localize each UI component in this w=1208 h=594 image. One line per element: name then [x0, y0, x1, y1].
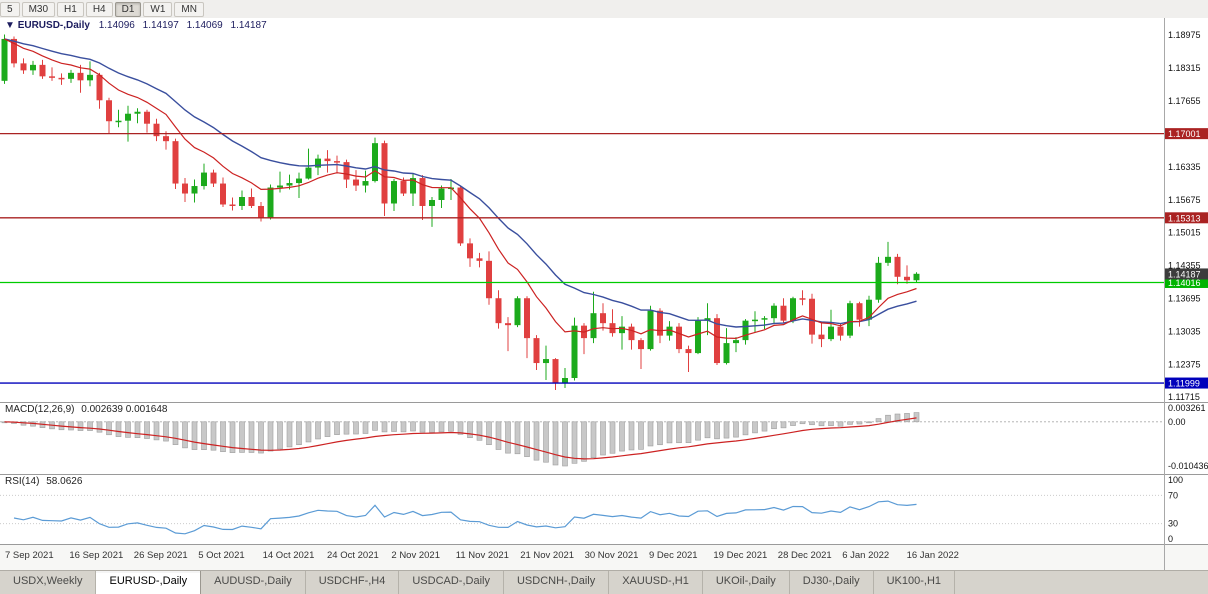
chart-tab-eurusd-daily[interactable]: EURUSD-,Daily	[96, 571, 202, 594]
svg-text:1.15313: 1.15313	[1168, 213, 1201, 223]
macd-values: 0.002639 0.001648	[81, 404, 168, 415]
chart-tabs: USDX,Weekly EURUSD-,Daily AUDUSD-,Daily USD…	[0, 570, 1208, 594]
chart-info-label: ▼ EURUSD-,Daily 1.14096 1.14197 1.14069 …	[5, 20, 272, 31]
timeframe-button-mn[interactable]: MN	[174, 1, 204, 17]
date-label: 30 Nov 2021	[584, 550, 639, 561]
date-label: 19 Dec 2021	[713, 550, 768, 561]
date-label: 5 Oct 2021	[198, 550, 245, 561]
chart-tab-xauusd-h1[interactable]: XAUUSD-,H1	[609, 571, 703, 594]
svg-text:1.14187: 1.14187	[1168, 269, 1201, 279]
svg-text:1.18975: 1.18975	[1168, 30, 1201, 40]
macd-scale: 0.003261 0.00 -0.010436	[1168, 403, 1208, 471]
chart-tab-usdcad-daily[interactable]: USDCAD-,Daily	[399, 571, 504, 594]
date-label: 21 Nov 2021	[520, 550, 575, 561]
svg-text:1.11715: 1.11715	[1168, 392, 1200, 402]
svg-text:1.16335: 1.16335	[1168, 162, 1201, 172]
svg-text:1.14355: 1.14355	[1168, 261, 1201, 271]
date-label: 11 Nov 2021	[455, 550, 509, 561]
macd-chart[interactable]: 0.003261 0.00 -0.010436	[0, 402, 1208, 474]
candlestick-chart[interactable]: 1.18975 1.18315 1.17655 1.16335 1.15675 1.150…	[0, 18, 1208, 402]
symbol-dropdown-icon[interactable]: ▼	[5, 20, 15, 31]
date-axis: 7 Sep 2021 16 Sep 2021 26 Sep 2021 5 Oct 20…	[0, 545, 1208, 570]
rsi-indicator-panel[interactable]: 100 70 30 0 RSI(14) 58.0626	[0, 474, 1208, 545]
rsi-label: RSI(14)	[5, 476, 40, 487]
ohlc-close: 1.14187	[230, 20, 267, 31]
svg-text:1.17655: 1.17655	[1168, 96, 1201, 106]
svg-text:70: 70	[1168, 490, 1178, 500]
chart-tab-usdx-weekly[interactable]: USDX,Weekly	[0, 571, 97, 594]
timeframe-button-d1[interactable]: D1	[114, 1, 142, 17]
ohlc-open: 1.14096	[98, 20, 135, 31]
date-label: 7 Sep 2021	[5, 550, 54, 561]
chart-tab-usdchf-h4[interactable]: USDCHF-,H4	[306, 571, 400, 594]
rsi-chart[interactable]: 100 70 30 0	[0, 474, 1208, 545]
moving-averages	[4, 38, 917, 340]
date-label: 14 Oct 2021	[262, 550, 315, 561]
chart-tab-dj30-daily[interactable]: DJ30-,Daily	[790, 571, 874, 594]
chart-tab-usdcnh-daily[interactable]: USDCNH-,Daily	[504, 571, 610, 594]
svg-text:30: 30	[1168, 519, 1178, 529]
timeframe-button-w1[interactable]: W1	[143, 1, 173, 17]
svg-text:0.003261: 0.003261	[1168, 403, 1206, 413]
rsi-scale: 100 70 30 0	[1168, 475, 1183, 544]
macd-label: MACD(12,26,9)	[5, 404, 75, 415]
svg-text:1.12375: 1.12375	[1168, 359, 1201, 369]
timeframe-button-h1[interactable]: H1	[57, 1, 84, 17]
macd-indicator-panel[interactable]: 0.003261 0.00 -0.010436 MACD(12,26,9) 0.00…	[0, 402, 1208, 474]
svg-text:1.14016: 1.14016	[1168, 278, 1201, 288]
svg-text:0.00: 0.00	[1168, 417, 1186, 427]
rsi-value: 58.0626	[46, 476, 83, 487]
date-label: 16 Sep 2021	[69, 550, 124, 561]
date-label: 28 Dec 2021	[777, 550, 832, 561]
macd-histogram	[1, 412, 920, 467]
price-scale: 1.18975 1.18315 1.17655 1.16335 1.15675 1.150…	[1165, 30, 1208, 402]
macd-signal-line	[4, 417, 917, 460]
chart-tab-uk100-h1[interactable]: UK100-,H1	[874, 571, 956, 594]
price-chart-panel[interactable]: 1.18975 1.18315 1.17655 1.16335 1.15675 1.150…	[0, 18, 1208, 402]
svg-text:1.18315: 1.18315	[1168, 63, 1201, 73]
rsi-line	[13, 500, 917, 535]
date-label: 26 Sep 2021	[133, 550, 188, 561]
horizontal-lines[interactable]	[0, 132, 1164, 384]
date-label: 16 Jan 2022	[906, 550, 959, 561]
svg-text:1.13035: 1.13035	[1168, 326, 1201, 336]
svg-text:1.15675: 1.15675	[1168, 195, 1201, 205]
rsi-info-label: RSI(14) 58.0626	[5, 476, 82, 487]
date-label: 2 Nov 2021	[391, 550, 440, 561]
svg-text:1.15015: 1.15015	[1168, 228, 1201, 238]
date-label: 24 Oct 2021	[327, 550, 379, 561]
svg-text:0: 0	[1168, 534, 1173, 544]
svg-text:-0.010436: -0.010436	[1168, 461, 1208, 471]
price-scale-separator	[1164, 18, 1165, 570]
chart-tab-ukoil-daily[interactable]: UKOil-,Daily	[703, 571, 790, 594]
timeframe-toolbar: 5 M30 H1 H4 D1 W1 MN	[0, 0, 1208, 19]
svg-text:1.13695: 1.13695	[1168, 293, 1201, 303]
date-label: 6 Jan 2022	[842, 550, 890, 561]
ohlc-low: 1.14069	[186, 20, 223, 31]
timeframe-button-h4[interactable]: H4	[85, 1, 113, 17]
macd-info-label: MACD(12,26,9) 0.002639 0.001648	[5, 404, 167, 415]
chart-tab-audusd-daily[interactable]: AUDUSD-,Daily	[201, 571, 306, 594]
date-label: 9 Dec 2021	[649, 550, 698, 561]
timeframe-button-5[interactable]: 5	[0, 1, 20, 17]
ohlc-high: 1.14197	[142, 20, 179, 31]
chart-symbol: EURUSD-,Daily	[17, 20, 90, 31]
svg-text:100: 100	[1168, 475, 1183, 485]
candles	[1, 34, 920, 390]
svg-text:1.11999: 1.11999	[1168, 379, 1200, 389]
svg-text:1.17001: 1.17001	[1168, 129, 1201, 139]
timeframe-button-m30[interactable]: M30	[21, 1, 56, 17]
